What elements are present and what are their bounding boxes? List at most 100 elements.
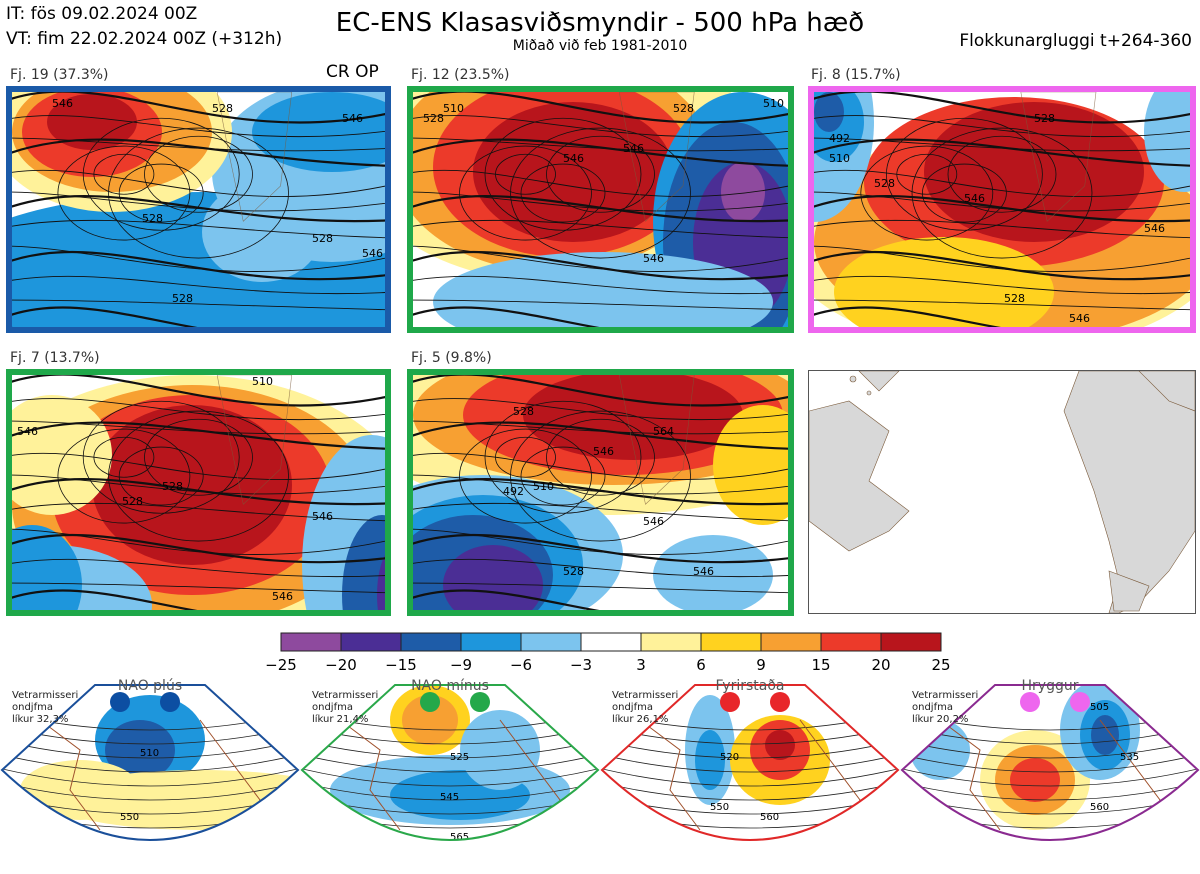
height-contour — [57, 428, 191, 524]
contour-label: 528 — [212, 102, 233, 115]
regime-contour — [602, 737, 898, 759]
regime-marker-dot — [470, 692, 490, 712]
cluster-map-8: 492 510 528 546 546 528 528 546 — [808, 86, 1196, 333]
regime-contour-label: 525 — [450, 752, 469, 763]
regime-info-line: líkur 26,1% — [612, 714, 669, 725]
regime-contour-label: 565 — [450, 832, 469, 843]
height-contour — [814, 138, 1190, 167]
colorbar-segment — [640, 632, 702, 652]
contour-label: 546 — [964, 192, 985, 205]
regime-contour-label: 550 — [120, 812, 139, 823]
contour-label: 528 — [423, 112, 444, 125]
height-contour — [413, 589, 600, 610]
regime-contour-label: 505 — [1090, 702, 1109, 713]
height-contour — [413, 558, 788, 578]
page-title: EC-ENS Klasasviðsmyndir - 500 hPa hæð — [335, 8, 865, 38]
height-contour — [413, 137, 788, 152]
anomaly-shading — [252, 92, 385, 172]
regime-contour — [602, 779, 898, 801]
anomaly-field: 546 528 510 528 546 546 — [12, 375, 385, 610]
height-contour — [814, 245, 1190, 272]
regime-contour — [2, 765, 298, 787]
regime-anomaly — [910, 720, 970, 780]
regime-anomaly — [20, 760, 140, 820]
colorbar-tick-label: −6 — [509, 656, 533, 674]
colorbar-tick-label: 20 — [871, 656, 891, 674]
height-contour — [413, 250, 788, 281]
contour-label: 546 — [1144, 222, 1165, 235]
contour-label: 546 — [643, 515, 664, 528]
height-contour — [12, 558, 385, 578]
contour-label: 492 — [503, 485, 524, 498]
colorbar-segment — [340, 632, 402, 652]
height-contour — [413, 245, 788, 272]
height-contour — [12, 533, 385, 564]
anomaly-shading — [202, 182, 322, 282]
height-contour — [12, 582, 385, 594]
regime-anomaly — [1010, 849, 1050, 861]
contour-label: 546 — [563, 152, 584, 165]
regime-info-line: ondjfma — [612, 702, 653, 713]
contour-label: 546 — [312, 510, 333, 523]
regime-outline — [0, 684, 300, 841]
regime-title: NAO plús — [117, 678, 183, 694]
height-contour — [12, 138, 385, 167]
contour-label: 546 — [52, 97, 73, 110]
contour-label: 528 — [142, 212, 163, 225]
height-contour — [520, 446, 606, 506]
regime-info-line: líkur 21,4% — [312, 714, 369, 725]
cluster-map-19: 546 528 528 528 546 528 546 — [6, 86, 391, 333]
coastline — [618, 375, 695, 505]
height-contour — [413, 452, 788, 481]
contour-label: 528 — [1034, 112, 1055, 125]
height-contour — [814, 92, 1190, 124]
height-contour — [413, 478, 788, 506]
classification-window: Flokkunargluggi t+264-360 — [959, 31, 1192, 51]
regime-anomaly — [695, 730, 725, 790]
colorbar-tick-label: 15 — [811, 656, 831, 674]
regime-probability-info: Vetrarmisseri ondjfma líkur 26,1% — [612, 690, 678, 726]
height-contour — [57, 145, 191, 241]
regime-contour — [2, 751, 298, 773]
height-contour — [144, 418, 253, 496]
height-contour — [118, 163, 204, 223]
contour-label: 546 — [693, 565, 714, 578]
height-contour — [459, 145, 592, 241]
height-contour — [93, 436, 155, 478]
height-contour — [413, 92, 788, 124]
height-contour — [12, 92, 385, 124]
height-contour — [814, 195, 1190, 223]
regime-title: Fyrirstaða — [715, 678, 785, 694]
panel-5-label: Fj. 5 (9.8%) — [411, 350, 492, 366]
height-contour — [12, 452, 385, 481]
colorbar-segment — [400, 632, 462, 652]
height-contour — [12, 275, 385, 295]
height-contour — [814, 219, 1190, 239]
regime-anomaly — [402, 695, 458, 745]
regime-info-line: Vetrarmisseri — [912, 690, 979, 701]
colorbar-segment — [520, 632, 582, 652]
regime-panel: 510 550 — [0, 680, 300, 870]
cluster-map-7: 546 528 510 528 546 546 — [6, 369, 391, 616]
contour-label: 546 — [342, 112, 363, 125]
panel-3-label: Fj. 8 (15.7%) — [811, 67, 901, 83]
coastline — [216, 375, 293, 505]
regime-marker-dot — [720, 692, 740, 712]
coastline — [216, 92, 293, 222]
height-contour — [12, 420, 385, 435]
height-contour — [12, 299, 385, 311]
anomaly-shading — [814, 92, 844, 132]
cr-op-label: CR OP — [326, 62, 379, 82]
height-contour — [860, 145, 994, 241]
colorbar-tick-label: 25 — [931, 656, 951, 674]
cluster-map-12: 510 528 546 546 528 510 546 — [407, 86, 794, 333]
height-contour — [413, 582, 788, 594]
anomaly-shading — [12, 525, 82, 610]
contour-label: 528 — [513, 405, 534, 418]
height-contour — [413, 115, 788, 138]
contour-label: 528 — [673, 102, 694, 115]
height-contour — [413, 219, 788, 239]
height-contour — [108, 410, 289, 542]
regime-contour — [902, 737, 1198, 759]
height-contour — [413, 191, 788, 212]
